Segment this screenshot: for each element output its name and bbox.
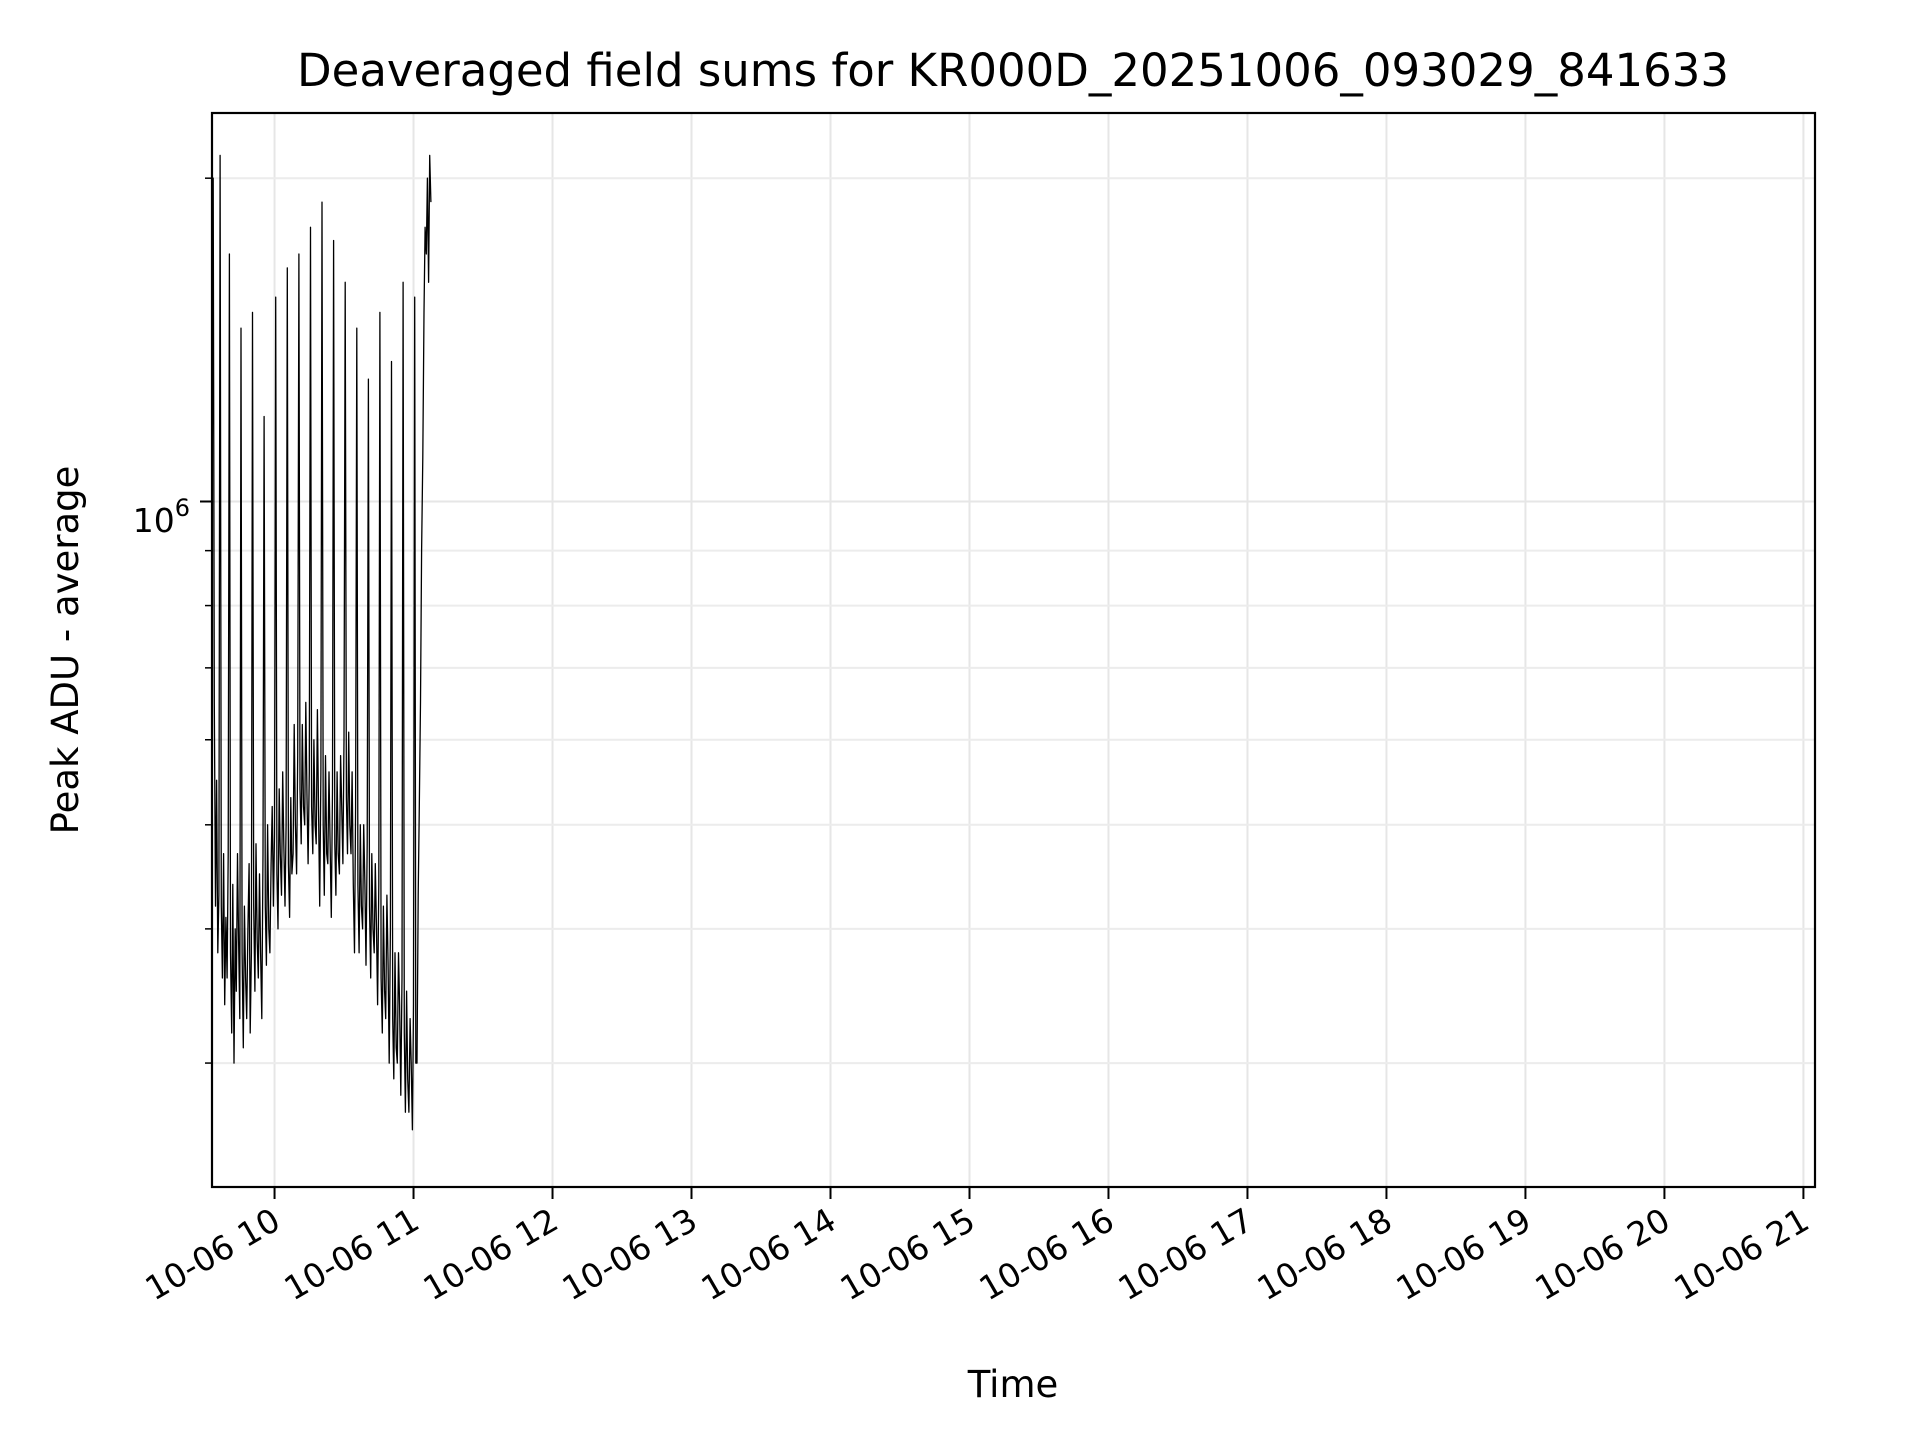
y-tick-label-main: 106 (133, 494, 190, 540)
series-path (211, 154, 432, 1131)
x-axis-label: Time (967, 1363, 1059, 1406)
grid (212, 113, 1815, 1187)
plot-frame (210, 111, 1817, 1189)
series-line (211, 154, 432, 1131)
y-axis-label: Peak ADU - average (44, 466, 87, 835)
y-axis-ticks: 106 (133, 177, 212, 1064)
chart-title: Deaveraged field sums for KR000D_2025100… (297, 44, 1729, 97)
